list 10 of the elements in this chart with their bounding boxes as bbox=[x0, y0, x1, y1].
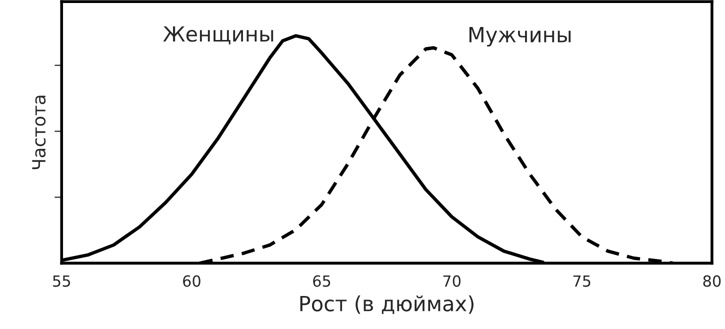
x-tick-label: 55 bbox=[53, 275, 70, 287]
x-tick-label: 75 bbox=[573, 275, 590, 287]
x-tick-label: 65 bbox=[313, 275, 330, 287]
x-tick-label: 60 bbox=[183, 275, 200, 287]
y-axis-title: Частота bbox=[32, 96, 46, 170]
x-tick-label: 70 bbox=[443, 275, 461, 287]
series-label: Женщины bbox=[163, 26, 274, 44]
x-axis-title: Рост (в дюймах) bbox=[300, 295, 474, 314]
series-label: Мужчины bbox=[469, 27, 571, 47]
x-tick-label: 80 bbox=[703, 275, 721, 287]
